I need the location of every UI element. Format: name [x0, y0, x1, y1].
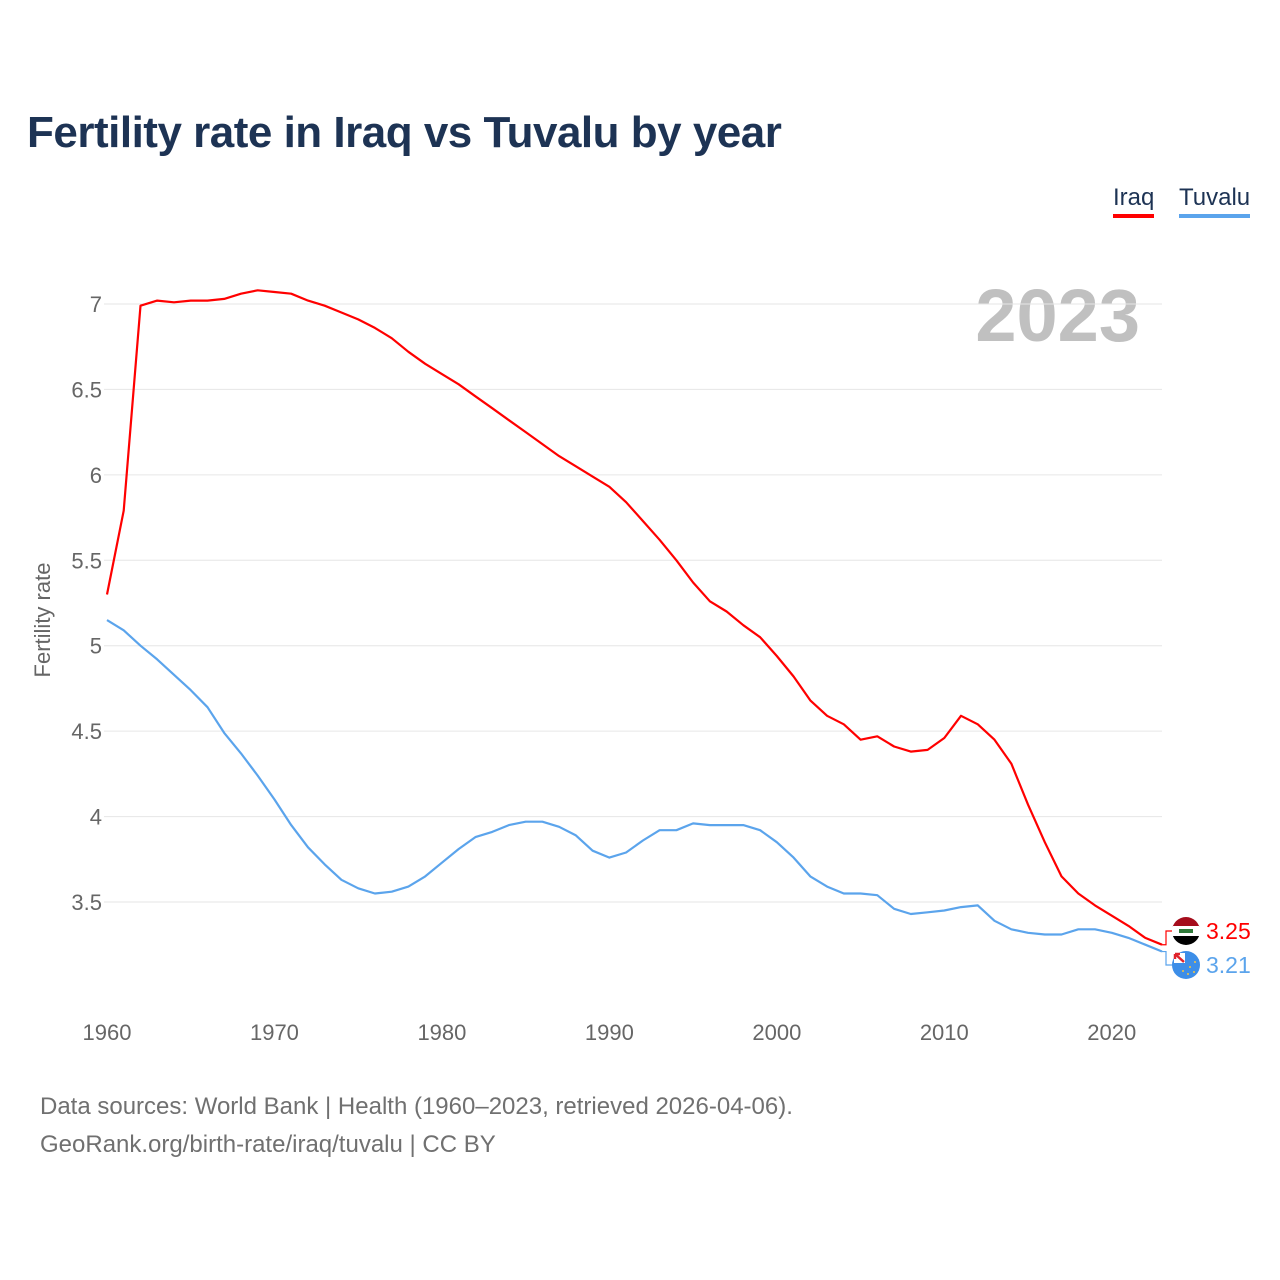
- flag-star: [1189, 966, 1191, 968]
- x-tick-label: 2000: [752, 1020, 801, 1045]
- y-tick-label: 4: [90, 805, 102, 830]
- source-line-2[interactable]: GeoRank.org/birth-rate/iraq/tuvalu | CC …: [40, 1131, 496, 1158]
- tuvalu-flag-icon: [1172, 951, 1200, 979]
- legend-tuvalu[interactable]: Tuvalu: [1179, 184, 1251, 218]
- flag-band: [1172, 936, 1200, 945]
- legend-iraq[interactable]: Iraq: [1113, 184, 1155, 218]
- x-tick-label: 1980: [417, 1020, 466, 1045]
- y-tick-label: 5.5: [71, 548, 102, 573]
- series-line-iraq: [105, 289, 1163, 946]
- flag-star: [1194, 961, 1196, 963]
- x-tick-label: 1960: [83, 1020, 132, 1045]
- y-tick-label: 4.5: [71, 719, 102, 744]
- source-note: Data sources: World Bank | Health (1960–…: [40, 1088, 793, 1164]
- series-line-tuvalu: [106, 619, 1163, 953]
- x-tick-label: 2010: [920, 1020, 969, 1045]
- y-tick-label: 5: [90, 634, 102, 659]
- end-connector: [1162, 950, 1172, 966]
- y-tick-label: 3.5: [71, 890, 102, 915]
- y-axis-label: Fertility rate: [30, 563, 55, 678]
- y-tick-label: 7: [90, 292, 102, 317]
- iraq-flag-icon: [1172, 917, 1200, 945]
- flag-star: [1193, 971, 1195, 973]
- flag-cross: [1173, 952, 1185, 963]
- flag-emblem: [1179, 929, 1193, 933]
- flag-star: [1187, 973, 1189, 975]
- year-watermark: 2023: [975, 274, 1140, 357]
- end-value-label: 3.21: [1206, 952, 1251, 978]
- chart-title: Fertility rate in Iraq vs Tuvalu by year: [27, 108, 782, 157]
- flag-star: [1182, 970, 1184, 972]
- flag-band: [1172, 917, 1200, 927]
- y-tick-label: 6: [90, 463, 102, 488]
- x-tick-label: 1990: [585, 1020, 634, 1045]
- end-connector: [1162, 930, 1172, 946]
- source-line-1: Data sources: World Bank | Health (1960–…: [40, 1093, 793, 1120]
- x-tick-label: 2020: [1087, 1020, 1136, 1045]
- end-value-label: 3.25: [1206, 918, 1251, 944]
- x-tick-label: 1970: [250, 1020, 299, 1045]
- y-tick-label: 6.5: [71, 377, 102, 402]
